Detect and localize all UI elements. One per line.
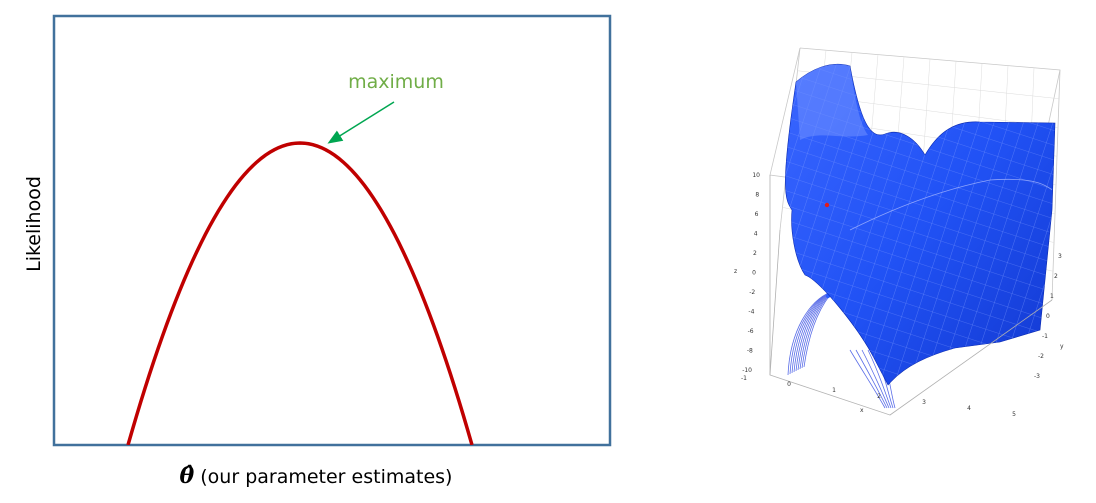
y-tick-label: 0 <box>1046 313 1050 320</box>
x-tick-label: 4 <box>967 405 971 412</box>
x-tick-label: 5 <box>1012 411 1016 418</box>
z-tick-label: -8 <box>747 348 753 355</box>
x-axis-label: θ̂ (our parameter estimates) <box>180 463 453 489</box>
contour-line <box>849 349 886 409</box>
x-tick-label: -1 <box>741 375 747 382</box>
y-tick-label: 1 <box>1050 293 1054 300</box>
y-axis-label: Likelihood <box>23 176 45 272</box>
x-tick-label: 0 <box>787 381 791 388</box>
y-tick-label: -2 <box>1038 353 1044 360</box>
contour-line <box>867 349 892 409</box>
z-tick-label: 10 <box>752 172 760 179</box>
x-tick-label: 1 <box>832 387 836 394</box>
x-axis-ticks: -1 0 1 2 3 4 5 <box>741 375 1016 418</box>
x-axis-label-text: (our parameter estimates) <box>194 466 452 488</box>
theta-hat-symbol: θ̂ <box>180 463 195 489</box>
box-front-edges <box>769 175 1053 416</box>
surface-mesh-overlay <box>785 64 1055 385</box>
z-tick-label: -4 <box>748 309 754 316</box>
z-axis-ticks: 10 8 6 4 2 0 -2 -4 -6 -8 -10 <box>742 172 760 374</box>
y-tick-label: 3 <box>1058 253 1062 260</box>
z-tick-label: 0 <box>752 270 756 277</box>
surface-mesh <box>785 63 1056 386</box>
z-axis-letter: z <box>734 268 737 275</box>
z-tick-label: -2 <box>749 289 755 296</box>
y-tick-label: 2 <box>1054 273 1058 280</box>
z-tick-label: 2 <box>753 250 757 257</box>
x-tick-label: 3 <box>922 399 926 406</box>
surface-highlight <box>796 64 868 140</box>
y-tick-label: -3 <box>1034 373 1040 380</box>
y-axis-letter: y <box>1060 343 1064 350</box>
x-tick-label: 2 <box>877 393 881 400</box>
contour-line <box>855 349 888 409</box>
z-tick-label: 6 <box>755 211 759 218</box>
x-axis-letter: x <box>860 407 864 414</box>
surface-ridge <box>849 178 1053 231</box>
chart-frame <box>52 14 612 447</box>
maximum-annotation-label: maximum <box>348 71 444 93</box>
y-axis-ticks: 3 2 1 0 -1 -2 -3 <box>1034 253 1062 380</box>
surface-marker-point <box>824 202 830 208</box>
z-tick-label: 8 <box>755 192 759 199</box>
z-tick-label: 4 <box>754 231 758 238</box>
likelihood-curve <box>126 141 474 445</box>
z-tick-label: -10 <box>742 367 752 374</box>
contour-line <box>861 349 890 409</box>
y-tick-label: -1 <box>1042 333 1048 340</box>
likelihood-chart: Likelihood θ̂ (our parameter estimates) … <box>23 14 612 489</box>
maximum-arrow <box>327 101 395 144</box>
z-tick-label: -6 <box>748 328 754 335</box>
